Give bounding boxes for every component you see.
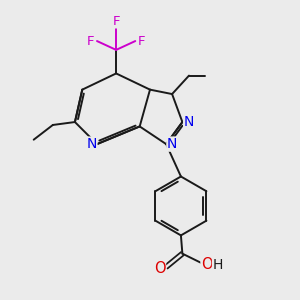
Text: F: F [112,15,120,28]
Text: N: N [184,115,194,129]
Text: N: N [167,137,177,151]
Text: O: O [154,261,166,276]
Text: F: F [138,34,146,48]
Text: F: F [87,34,94,48]
Text: N: N [86,137,97,151]
Text: O: O [201,257,213,272]
Text: H: H [212,257,223,272]
